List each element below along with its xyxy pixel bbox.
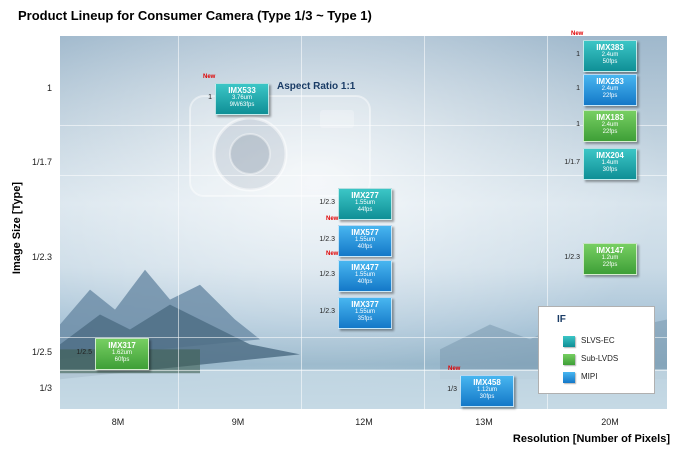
product-size-label: 1 [576, 85, 580, 92]
legend-item-mipi: MIPI [563, 371, 653, 385]
grid-line-horizontal [60, 337, 667, 338]
product-box-imx377: IMX377 1.55um 35fps [338, 297, 392, 329]
product-pixel-size: 1.12um [476, 387, 497, 393]
product-pixel-size: 1.2um [601, 255, 619, 261]
product-box-imx533: IMX533 3.76um 9M/63fps [215, 83, 269, 115]
product-pixel-size: 1.4um [601, 160, 619, 166]
product-size-label: 1/1.7 [564, 159, 580, 166]
product-name: IMX383 [596, 43, 624, 52]
product-size-label: 1/2.3 [319, 271, 335, 278]
legend-swatch-slvs-ec [563, 336, 575, 347]
new-badge: New [326, 216, 339, 222]
product-frame-rate: 50fps [602, 59, 618, 65]
product-name: IMX277 [351, 191, 379, 200]
new-badge: New [448, 366, 461, 372]
product-name: IMX458 [473, 378, 501, 387]
product-frame-rate: 22fps [602, 129, 618, 135]
product-pixel-size: 2.4um [601, 52, 619, 58]
product-pixel-size: 1.62um [111, 350, 132, 356]
product-frame-rate: 30fps [479, 394, 495, 400]
product-size-label: 1 [576, 51, 580, 58]
product-box-imx577: IMX577 1.55um 40fps [338, 225, 392, 257]
product-box-imx147: IMX147 1.2um 22fps [583, 243, 637, 275]
y-tick-label: 1/2.3 [31, 252, 52, 262]
legend-label-slvs-ec: SLVS-EC [581, 336, 615, 345]
product-pixel-size: 2.4um [601, 122, 619, 128]
product-pixel-size: 1.55um [354, 272, 375, 278]
product-pixel-size: 1.55um [354, 200, 375, 206]
product-frame-rate: 9M/63fps [229, 102, 255, 108]
new-badge: New [571, 31, 584, 37]
product-frame-rate: 60fps [114, 357, 130, 363]
product-name: IMX183 [596, 113, 624, 122]
product-name: IMX477 [351, 263, 379, 272]
product-name: IMX204 [596, 151, 624, 160]
y-axis-label: Image Size [Type] [11, 181, 23, 275]
product-box-imx458: IMX458 1.12um 30fps [460, 375, 514, 407]
product-frame-rate: 44fps [357, 207, 373, 213]
grid-line-vertical [424, 36, 425, 409]
product-frame-rate: 40fps [357, 244, 373, 250]
grid-line-horizontal [60, 370, 667, 371]
product-name: IMX533 [228, 86, 256, 95]
product-size-label: 1/3 [447, 386, 457, 393]
product-name: IMX317 [108, 341, 136, 350]
aspect-ratio-annotation: Aspect Ratio 1:1 [277, 81, 356, 92]
grid-line-horizontal [60, 175, 667, 176]
new-badge: New [203, 74, 216, 80]
product-pixel-size: 3.76um [231, 95, 252, 101]
y-tick-label: 1 [46, 83, 52, 93]
product-name: IMX147 [596, 246, 624, 255]
grid-line-horizontal [60, 125, 667, 126]
product-pixel-size: 1.55um [354, 309, 375, 315]
x-tick-label: 9M [231, 417, 245, 427]
product-size-label: 1/2.3 [319, 236, 335, 243]
product-box-imx317: IMX317 1.62um 60fps [95, 338, 149, 370]
legend-label-mipi: MIPI [581, 372, 598, 381]
legend-label-sub-lvds: Sub-LVDS [581, 354, 619, 363]
product-size-label: 1/2.3 [319, 199, 335, 206]
legend-title: IF [557, 314, 566, 325]
product-frame-rate: 35fps [357, 316, 373, 322]
product-box-imx183: IMX183 2.4um 22fps [583, 110, 637, 142]
product-frame-rate: 40fps [357, 279, 373, 285]
product-box-imx283: IMX283 2.4um 22fps [583, 74, 637, 106]
grid-line-vertical [178, 36, 179, 409]
new-badge: New [326, 251, 339, 257]
product-size-label: 1/2.5 [76, 349, 92, 356]
camera-watermark [189, 95, 371, 197]
product-frame-rate: 30fps [602, 167, 618, 173]
legend-swatch-sub-lvds [563, 354, 575, 365]
x-axis-label: Resolution [Number of Pixels] [512, 433, 670, 445]
x-tick-label: 13M [475, 417, 493, 427]
grid-line-vertical [301, 36, 302, 409]
product-name: IMX577 [351, 228, 379, 237]
product-pixel-size: 1.55um [354, 237, 375, 243]
legend-item-slvs-ec: SLVS-EC [563, 335, 653, 349]
legend: IF SLVS-EC Sub-LVDS MIPI [538, 306, 655, 394]
x-tick-label: 8M [111, 417, 125, 427]
y-tick-label: 1/2.5 [31, 347, 52, 357]
product-box-imx383: IMX383 2.4um 50fps [583, 40, 637, 72]
product-box-imx277: IMX277 1.55um 44fps [338, 188, 392, 220]
product-name: IMX283 [596, 77, 624, 86]
grid-line-vertical [547, 36, 548, 409]
y-tick-label: 1/3 [39, 383, 52, 393]
product-size-label: 1 [576, 121, 580, 128]
legend-item-sub-lvds: Sub-LVDS [563, 353, 653, 367]
product-frame-rate: 22fps [602, 93, 618, 99]
product-box-imx477: IMX477 1.55um 40fps [338, 260, 392, 292]
product-pixel-size: 2.4um [601, 86, 619, 92]
legend-swatch-mipi [563, 372, 575, 383]
product-size-label: 1/2.3 [564, 254, 580, 261]
product-frame-rate: 22fps [602, 262, 618, 268]
x-tick-label: 12M [355, 417, 373, 427]
product-box-imx204: IMX204 1.4um 30fps [583, 148, 637, 180]
x-tick-label: 20M [601, 417, 619, 427]
product-name: IMX377 [351, 300, 379, 309]
chart-title: Product Lineup for Consumer Camera (Type… [18, 8, 372, 23]
product-size-label: 1 [208, 94, 212, 101]
product-size-label: 1/2.3 [319, 308, 335, 315]
y-tick-label: 1/1.7 [31, 157, 52, 167]
